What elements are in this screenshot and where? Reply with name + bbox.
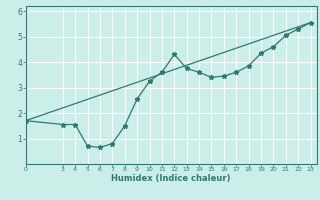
X-axis label: Humidex (Indice chaleur): Humidex (Indice chaleur) [111,174,231,183]
